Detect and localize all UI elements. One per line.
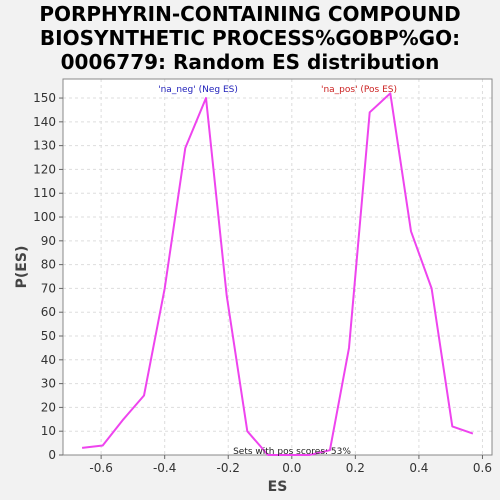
x-tick-label: -0.6: [89, 461, 112, 475]
series: [81, 92, 474, 456]
y-axis-ticks: 0 10 20 30 40 50 60 70 80 90 100 110 120 130 140 150: [33, 91, 63, 462]
y-tick-label: 90: [41, 234, 56, 248]
y-tick-label: 140: [33, 115, 56, 129]
x-tick-label: 0.2: [346, 461, 365, 475]
x-axis-label: ES: [268, 479, 288, 495]
chart-title: PORPHYRIN-CONTAINING COMPOUND BIOSYNTHET…: [0, 2, 500, 74]
y-tick-label: 150: [33, 91, 56, 105]
x-axis-ticks: -0.6 -0.4 -0.2 0.0 0.2 0.4 0.6: [89, 455, 492, 475]
y-tick-label: 120: [33, 162, 56, 176]
y-tick-label: 130: [33, 139, 56, 153]
y-tick-label: 20: [41, 400, 56, 414]
x-tick-label: 0.6: [473, 461, 492, 475]
x-tick-label: 0.0: [282, 461, 301, 475]
title-line-2: BIOSYNTHETIC PROCESS%GOBP%GO:: [39, 26, 461, 50]
title-line-3: 0006779: Random ES distribution: [60, 50, 440, 74]
legend-pos-es: 'na_pos' (Pos ES): [321, 85, 397, 95]
y-tick-label: 110: [33, 186, 56, 200]
y-tick-label: 0: [48, 448, 56, 462]
y-axis-label: P(ES): [14, 246, 30, 289]
y-tick-label: 80: [41, 258, 56, 272]
grid: [63, 79, 492, 456]
legend-neg-es: 'na_neg' (Neg ES): [158, 85, 238, 95]
es-distribution-line: [81, 92, 474, 456]
title-line-1: PORPHYRIN-CONTAINING COMPOUND: [39, 2, 461, 26]
y-tick-label: 10: [41, 424, 56, 438]
y-tick-label: 30: [41, 377, 56, 391]
x-tick-label: -0.4: [153, 461, 176, 475]
y-tick-label: 70: [41, 281, 56, 295]
plot-background: [63, 79, 492, 455]
x-tick-label: -0.2: [217, 461, 240, 475]
x-tick-label: 0.4: [409, 461, 428, 475]
y-tick-label: 100: [33, 210, 56, 224]
y-tick-label: 40: [41, 353, 56, 367]
y-tick-label: 50: [41, 329, 56, 343]
y-tick-label: 60: [41, 305, 56, 319]
pos-scores-annotation: Sets with pos scores: 53%: [233, 447, 351, 457]
